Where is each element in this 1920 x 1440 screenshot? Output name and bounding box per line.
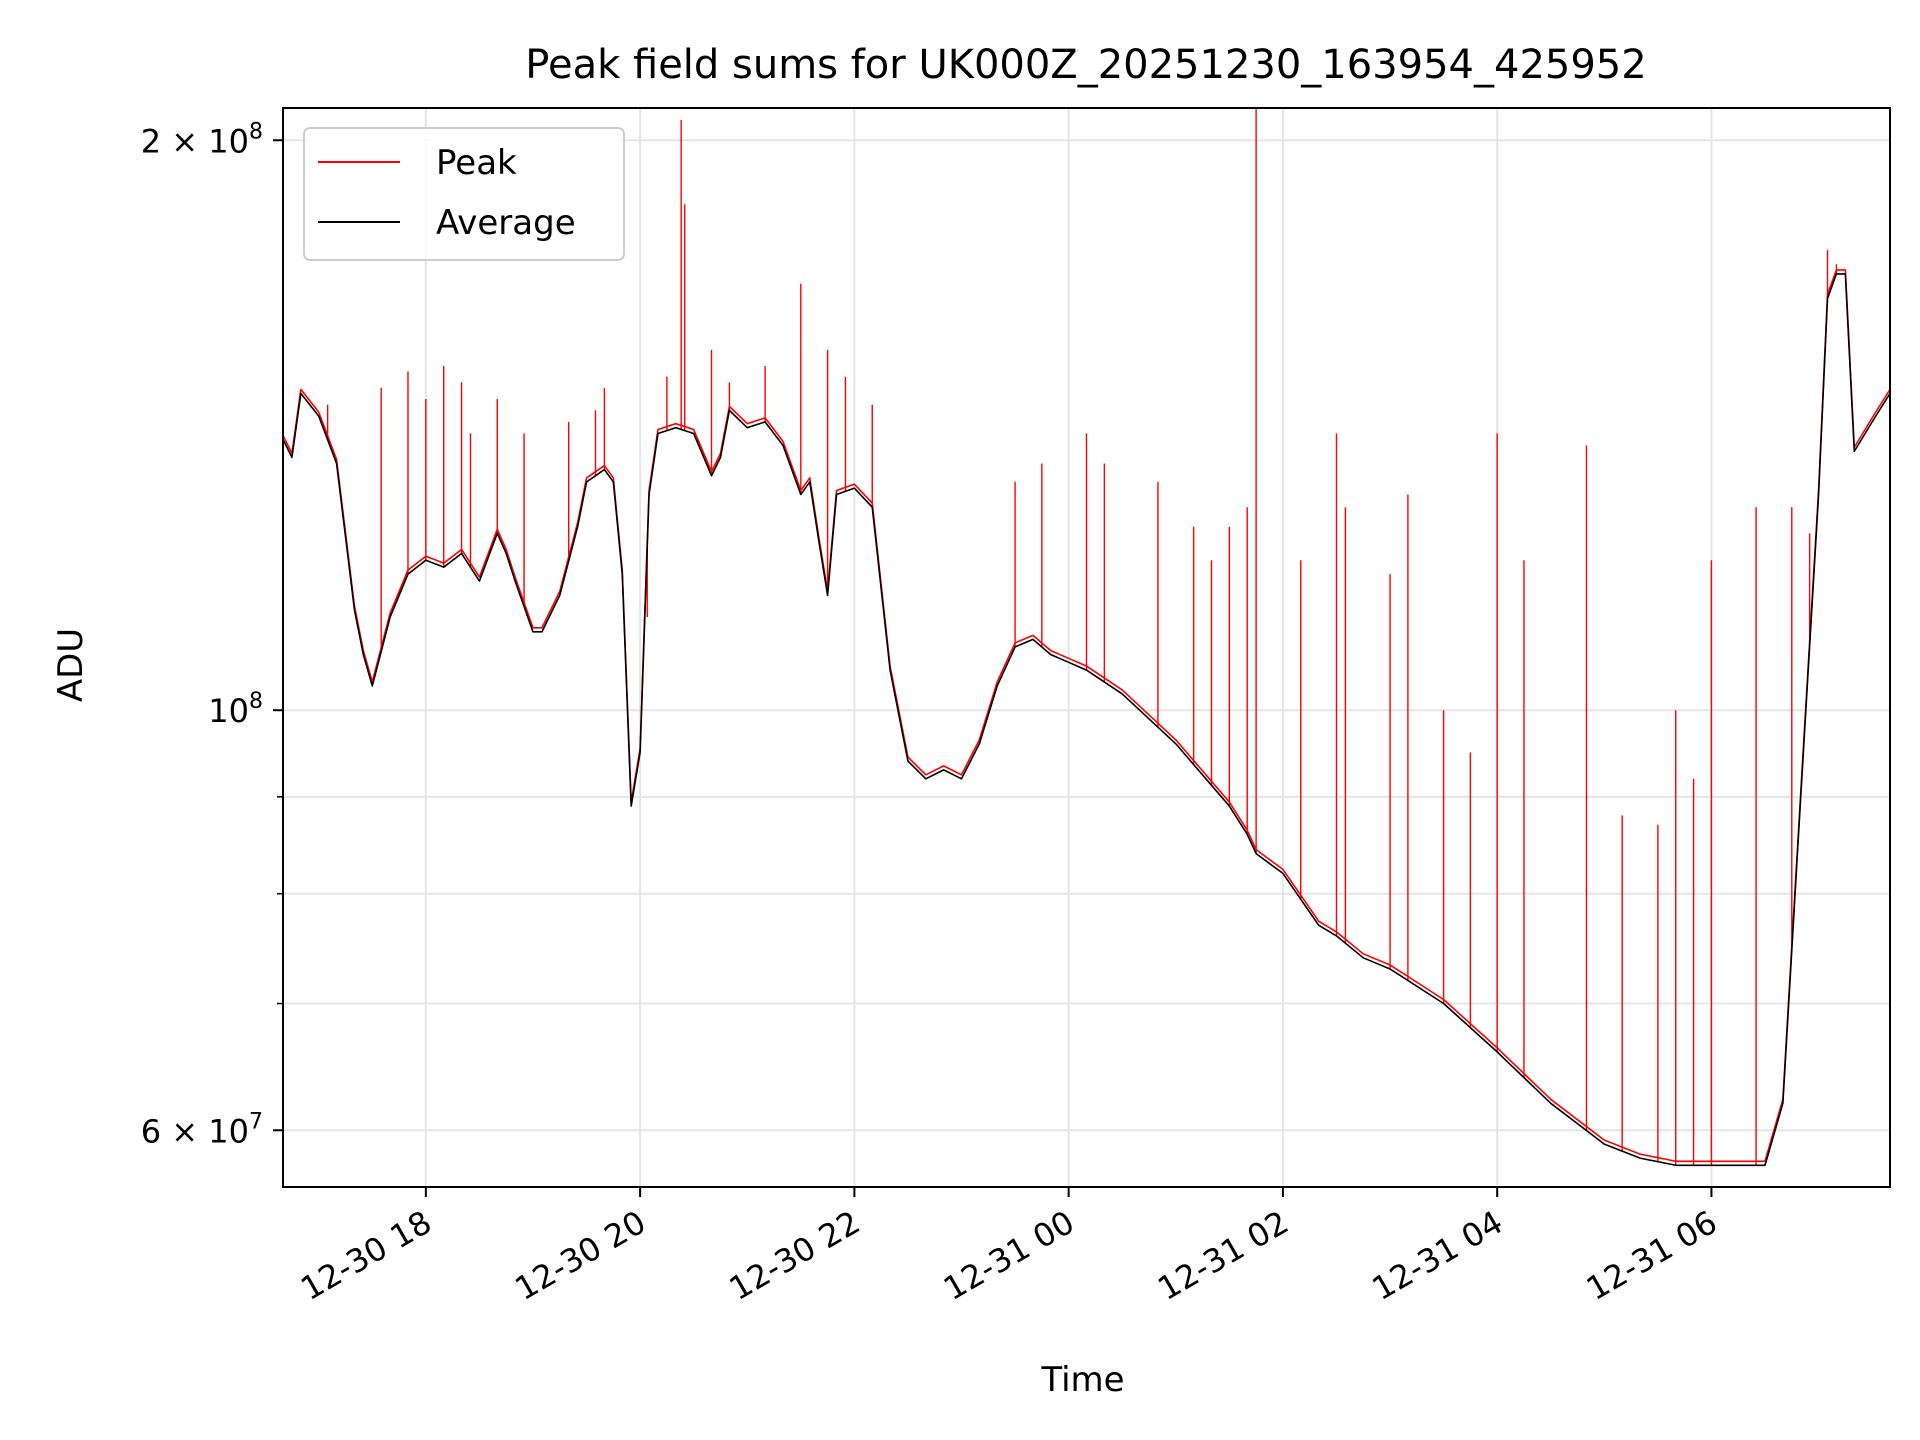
- x-axis-label: Time: [1040, 1360, 1124, 1400]
- series-lines: [282, 108, 1891, 1167]
- legend-label-peak: Peak: [436, 143, 517, 183]
- chart-title: Peak field sums for UK000Z_20251230_1639…: [525, 42, 1646, 88]
- y-tick-label: 6 × 107: [141, 1109, 263, 1150]
- average-series-line: [282, 273, 1891, 1167]
- y-tick-label: 2 × 108: [141, 119, 263, 160]
- legend-label-average: Average: [436, 203, 576, 243]
- legend: Peak Average: [303, 127, 625, 261]
- y-axis-label: ADU: [51, 628, 91, 702]
- y-tick-label: 108: [208, 689, 263, 730]
- plot-frame: [282, 107, 1891, 1188]
